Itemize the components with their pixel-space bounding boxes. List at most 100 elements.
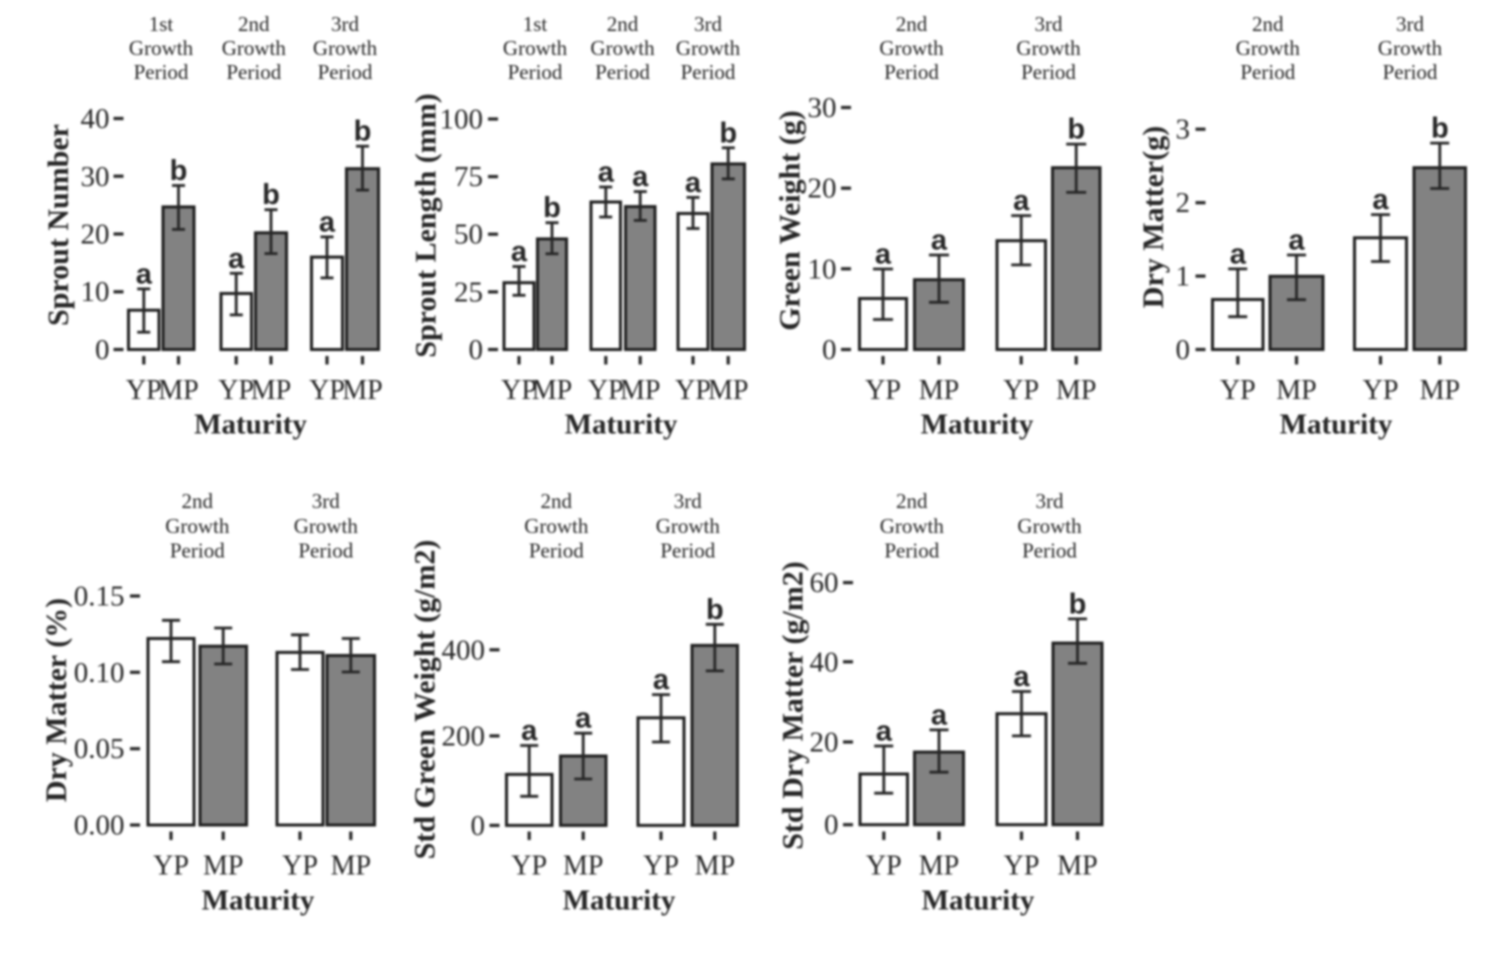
svg-text:Growth: Growth (524, 514, 589, 538)
svg-text:0: 0 (95, 334, 110, 366)
svg-text:a: a (521, 715, 538, 747)
svg-text:YP: YP (675, 375, 711, 406)
svg-text:MP: MP (158, 375, 198, 406)
svg-text:200: 200 (442, 720, 486, 752)
svg-text:3: 3 (1176, 114, 1191, 146)
svg-text:a: a (228, 243, 245, 275)
svg-text:MP: MP (251, 375, 291, 406)
svg-text:2nd: 2nd (238, 12, 270, 36)
svg-text:a: a (319, 206, 336, 238)
svg-text:YP: YP (1003, 375, 1039, 406)
svg-text:MP: MP (342, 375, 382, 406)
svg-text:400: 400 (442, 634, 486, 666)
svg-text:Growth: Growth (129, 36, 194, 60)
svg-text:MP: MP (1057, 851, 1097, 882)
svg-text:a: a (685, 167, 702, 199)
svg-text:Period: Period (681, 60, 736, 84)
svg-text:0: 0 (822, 334, 837, 366)
svg-text:0: 0 (824, 809, 839, 841)
svg-text:a: a (1013, 185, 1030, 217)
svg-text:YP: YP (643, 851, 679, 882)
svg-text:YP: YP (126, 375, 162, 406)
svg-text:YP: YP (866, 851, 902, 882)
svg-text:MP: MP (1276, 375, 1316, 406)
svg-text:1st: 1st (149, 12, 174, 36)
svg-text:MP: MP (1420, 375, 1460, 406)
svg-text:2: 2 (1176, 187, 1191, 219)
svg-text:20: 20 (808, 173, 837, 205)
svg-text:YP: YP (309, 375, 345, 406)
svg-text:Period: Period (884, 60, 939, 84)
svg-text:Dry Matter (%): Dry Matter (%) (40, 598, 73, 802)
svg-text:MP: MP (695, 851, 735, 882)
svg-text:Std Dry Matter (g/m2): Std Dry Matter (g/m2) (777, 561, 810, 850)
svg-text:Maturity: Maturity (563, 885, 676, 917)
svg-text:Dry Matter(g): Dry Matter(g) (1137, 126, 1170, 308)
svg-text:YP: YP (1004, 851, 1040, 882)
svg-text:10: 10 (808, 253, 837, 285)
svg-text:Maturity: Maturity (194, 409, 307, 441)
svg-text:MP: MP (1056, 375, 1096, 406)
svg-text:2nd: 2nd (1252, 12, 1284, 36)
svg-text:a: a (1230, 238, 1247, 270)
svg-text:Period: Period (134, 60, 189, 84)
svg-text:Maturity: Maturity (202, 885, 315, 917)
svg-text:0: 0 (469, 334, 484, 366)
svg-text:2nd: 2nd (182, 489, 214, 513)
svg-text:MP: MP (331, 851, 371, 882)
svg-text:1: 1 (1176, 261, 1191, 293)
svg-text:a: a (1013, 661, 1030, 693)
svg-text:Growth: Growth (503, 36, 568, 60)
svg-text:Growth: Growth (1236, 36, 1301, 60)
svg-text:Growth: Growth (656, 514, 721, 538)
svg-text:Period: Period (298, 539, 353, 563)
svg-text:Growth: Growth (313, 36, 378, 60)
svg-text:Std Green Weight (g/m2): Std Green Weight (g/m2) (409, 540, 442, 860)
svg-text:MP: MP (203, 851, 243, 882)
svg-text:a: a (511, 236, 528, 268)
svg-text:a: a (931, 699, 948, 731)
svg-text:3rd: 3rd (1035, 12, 1063, 36)
svg-text:Growth: Growth (222, 36, 287, 60)
svg-text:0.05: 0.05 (74, 733, 125, 765)
svg-text:YP: YP (865, 375, 901, 406)
svg-text:a: a (136, 258, 153, 290)
svg-text:Growth: Growth (879, 36, 944, 60)
svg-text:MP: MP (532, 375, 572, 406)
svg-text:YP: YP (282, 851, 318, 882)
svg-text:Growth: Growth (676, 36, 741, 60)
svg-text:Period: Period (529, 539, 584, 563)
svg-text:b: b (262, 179, 280, 211)
svg-text:0: 0 (1176, 334, 1191, 366)
svg-text:3rd: 3rd (312, 489, 340, 513)
svg-text:40: 40 (81, 103, 110, 135)
svg-text:Maturity: Maturity (565, 409, 678, 441)
svg-text:Period: Period (508, 60, 563, 84)
svg-text:20: 20 (810, 727, 839, 759)
svg-text:3rd: 3rd (331, 12, 359, 36)
svg-text:Period: Period (226, 60, 281, 84)
svg-text:10: 10 (81, 276, 110, 308)
svg-text:MP: MP (919, 851, 959, 882)
svg-text:Maturity: Maturity (922, 885, 1035, 917)
svg-text:Growth: Growth (1016, 36, 1081, 60)
svg-text:YP: YP (501, 375, 537, 406)
svg-text:Growth: Growth (1378, 36, 1443, 60)
svg-text:b: b (1069, 588, 1087, 620)
svg-text:100: 100 (440, 104, 484, 136)
svg-text:2nd: 2nd (541, 489, 573, 513)
svg-text:YP: YP (511, 851, 547, 882)
svg-text:MP: MP (919, 375, 959, 406)
svg-text:MP: MP (708, 375, 748, 406)
svg-text:b: b (170, 155, 188, 187)
svg-text:MP: MP (563, 851, 603, 882)
svg-text:Sprout Length (mm): Sprout Length (mm) (410, 93, 443, 357)
svg-text:Period: Period (1240, 60, 1295, 84)
svg-text:0.00: 0.00 (74, 810, 125, 842)
svg-text:a: a (931, 225, 948, 257)
svg-text:25: 25 (454, 276, 483, 308)
svg-text:Period: Period (170, 539, 225, 563)
svg-text:a: a (875, 239, 892, 271)
svg-text:b: b (1431, 113, 1449, 145)
svg-text:Growth: Growth (590, 36, 655, 60)
